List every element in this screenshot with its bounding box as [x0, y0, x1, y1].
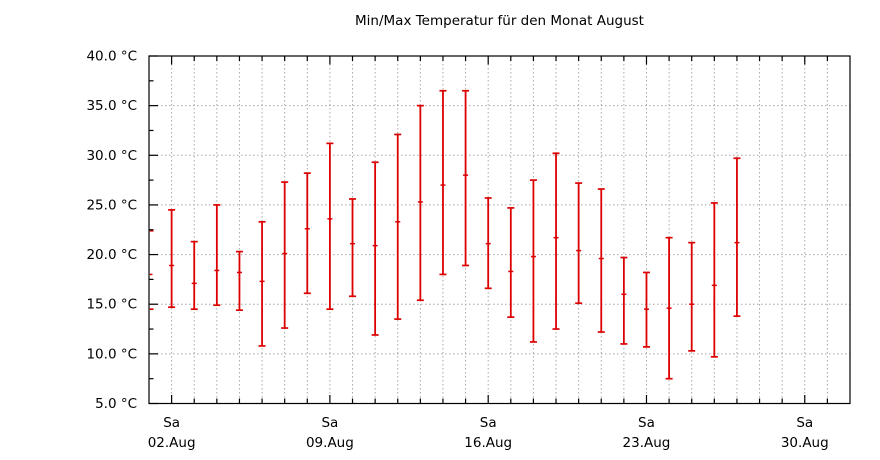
errorbar-aug-6 [258, 220, 266, 347]
errorbar-aug-1 [149, 229, 154, 311]
errorbar-aug-10 [349, 198, 357, 298]
x-date-label: 23.Aug [623, 435, 671, 451]
errorbar-aug-12 [394, 133, 402, 320]
errorbar-aug-22 [620, 256, 628, 345]
errorbar-aug-26 [710, 202, 718, 358]
x-weekday-label: Sa [480, 415, 497, 431]
y-tick-label: 15.0 °C [86, 297, 137, 313]
errorbar-aug-21 [597, 188, 605, 333]
errorbar-aug-24 [665, 236, 673, 380]
errorbar-aug-7 [281, 181, 289, 329]
errorbar-aug-23 [642, 271, 650, 348]
y-axis-labels: 5.0 °C 10.0 °C 15.0 °C 20.0 °C 25.0 °C 30.0 °… [86, 49, 137, 413]
errorbar-aug-2 [168, 209, 176, 309]
x-date-label: 02.Aug [148, 435, 196, 451]
errorbar-aug-17 [507, 207, 515, 318]
x-weekday-label: Sa [163, 415, 180, 431]
y-tick-label: 25.0 °C [86, 197, 137, 213]
y-tick-label: 35.0 °C [86, 98, 137, 114]
x-date-label: 09.Aug [306, 435, 354, 451]
errorbar-series [149, 89, 741, 380]
errorbar-aug-19 [552, 152, 560, 330]
x-axis-labels: Sa 02.Aug Sa 09.Aug Sa 16.Aug Sa 23.Aug Sa 30.Aug [148, 415, 829, 451]
x-weekday-label: Sa [321, 415, 338, 431]
errorbar-aug-25 [688, 241, 696, 352]
errorbar-aug-14 [439, 89, 447, 276]
y-tick-label: 10.0 °C [86, 346, 137, 362]
x-date-label: 30.Aug [781, 435, 829, 451]
errorbar-aug-5 [235, 250, 243, 312]
errorbar-aug-9 [326, 142, 334, 311]
y-tick-label: 20.0 °C [86, 247, 137, 263]
gridlines [149, 56, 850, 404]
axis-ticks [149, 55, 828, 405]
chart-title: Min/Max Temperatur für den Monat August [355, 13, 644, 29]
errorbar-aug-16 [484, 197, 492, 290]
errorbar-aug-3 [190, 240, 198, 311]
errorbar-aug-4 [213, 204, 221, 307]
x-weekday-label: Sa [638, 415, 655, 431]
errorbar-aug-8 [303, 172, 311, 295]
y-tick-label: 5.0 °C [95, 396, 137, 412]
errorbar-aug-27 [733, 157, 741, 317]
y-tick-label: 30.0 °C [86, 148, 137, 164]
errorbar-aug-11 [371, 161, 379, 336]
plot-border [148, 55, 851, 405]
y-tick-label: 40.0 °C [86, 49, 137, 65]
x-weekday-label: Sa [796, 415, 813, 431]
errorbar-aug-15 [462, 89, 470, 267]
errorbar-aug-13 [416, 104, 424, 302]
errorbar-aug-18 [529, 179, 537, 343]
x-date-label: 16.Aug [464, 435, 512, 451]
errorbar-aug-20 [575, 182, 583, 305]
